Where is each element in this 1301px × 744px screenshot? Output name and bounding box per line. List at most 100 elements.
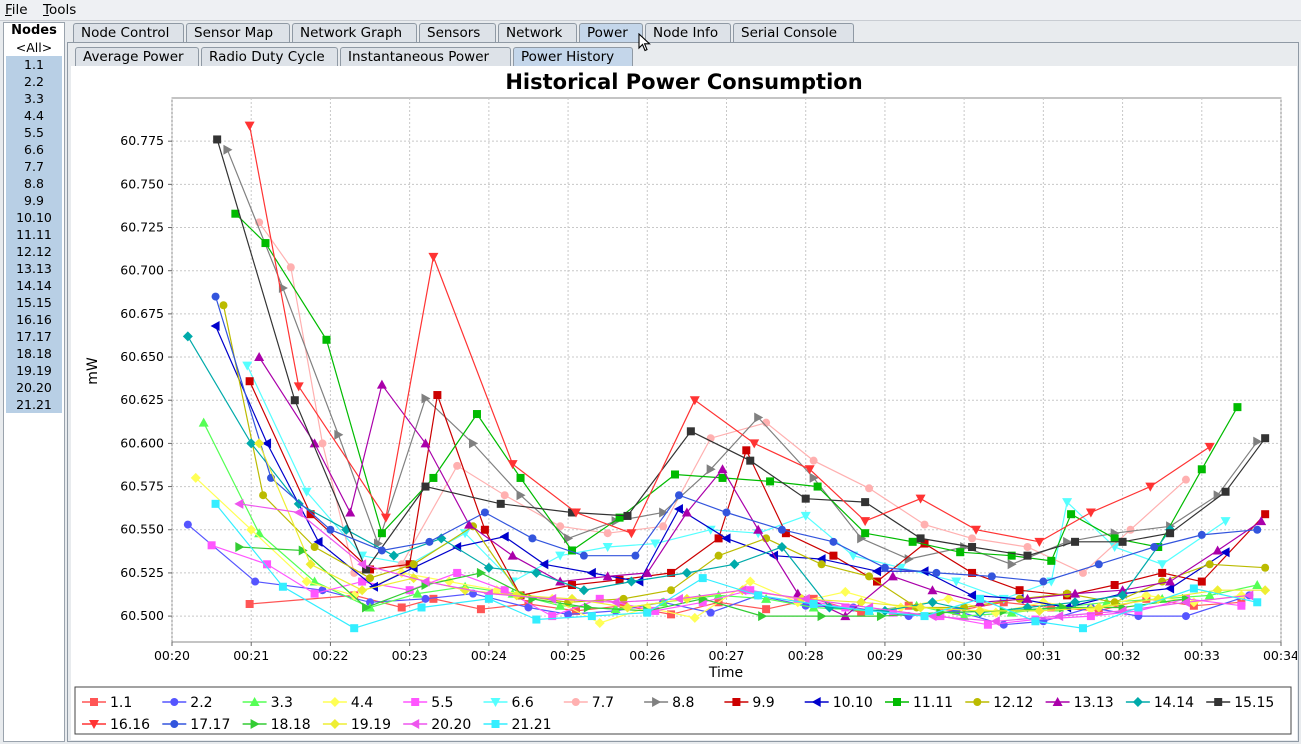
data-point xyxy=(967,590,977,601)
data-point xyxy=(305,559,316,570)
legend-label: 1.1 xyxy=(110,695,132,711)
data-point xyxy=(714,534,723,543)
legend-marker xyxy=(732,698,741,706)
node-item[interactable]: 1.1 xyxy=(6,56,62,73)
data-point xyxy=(547,593,557,604)
data-point xyxy=(436,533,447,544)
tab-node-info[interactable]: Node Info xyxy=(645,23,731,42)
node-item[interactable]: 20.20 xyxy=(6,379,62,396)
tab-sensors[interactable]: Sensors xyxy=(419,23,496,42)
series-line xyxy=(187,524,1250,626)
data-point xyxy=(532,615,541,624)
series-line xyxy=(226,149,1258,565)
data-point xyxy=(1150,543,1159,552)
legend-label: 18.18 xyxy=(271,717,311,733)
node-item[interactable]: 19.19 xyxy=(6,362,62,379)
data-point xyxy=(583,602,593,613)
legend-label: 3.3 xyxy=(271,695,293,711)
legend-label: 12.12 xyxy=(993,695,1033,711)
data-point xyxy=(261,239,270,248)
data-point xyxy=(603,529,612,538)
subtab-radio-duty-cycle[interactable]: Radio Duty Cycle xyxy=(201,47,338,66)
legend-label: 20.20 xyxy=(431,717,471,733)
subtab-instantaneous-power[interactable]: Instantaneous Power xyxy=(340,47,511,66)
data-point xyxy=(362,602,372,613)
node-item[interactable]: 5.5 xyxy=(6,124,62,141)
tab-network-graph[interactable]: Network Graph xyxy=(292,23,417,42)
menu-tools[interactable]: Tools xyxy=(43,2,77,18)
data-point xyxy=(809,456,818,465)
node-item[interactable]: 3.3 xyxy=(6,90,62,107)
y-tick-label: 60.650 xyxy=(120,349,164,364)
data-point xyxy=(564,610,573,619)
legend-marker xyxy=(491,720,500,728)
x-tick-label: 00:24 xyxy=(471,648,507,663)
series-8-8 xyxy=(223,144,1263,570)
node-item[interactable]: 9.9 xyxy=(6,192,62,209)
data-point xyxy=(380,513,391,523)
tab-sensor-map[interactable]: Sensor Map xyxy=(186,23,290,42)
menu-file[interactable]: File xyxy=(5,2,28,18)
data-point xyxy=(915,494,926,504)
data-point xyxy=(366,598,375,607)
node-item[interactable]: 13.13 xyxy=(6,260,62,277)
data-point xyxy=(1165,583,1175,594)
data-point xyxy=(800,593,810,604)
data-point xyxy=(857,533,867,544)
node-item[interactable]: 18.18 xyxy=(6,345,62,362)
data-point xyxy=(286,263,295,272)
node-item[interactable]: 14.14 xyxy=(6,277,62,294)
data-point xyxy=(586,567,596,578)
data-point xyxy=(245,600,254,609)
data-point xyxy=(251,577,260,586)
tab-power[interactable]: Power xyxy=(579,23,643,42)
node-item[interactable]: 16.16 xyxy=(6,311,62,328)
node-item[interactable]: 4.4 xyxy=(6,107,62,124)
data-point xyxy=(568,546,577,555)
data-point xyxy=(1166,529,1175,538)
data-point xyxy=(1261,510,1270,519)
legend-label: 21.21 xyxy=(512,717,552,733)
data-point xyxy=(548,612,557,621)
data-point xyxy=(516,490,526,501)
node-item[interactable]: 10.10 xyxy=(6,209,62,226)
node-item[interactable]: 12.12 xyxy=(6,243,62,260)
data-point xyxy=(1109,543,1120,553)
series-15-15 xyxy=(213,135,1270,574)
node-item[interactable]: 17.17 xyxy=(6,328,62,345)
node-item[interactable]: 7.7 xyxy=(6,158,62,175)
data-point xyxy=(968,568,977,577)
subtab-power-history[interactable]: Power History xyxy=(513,47,633,66)
node-item[interactable]: 21.21 xyxy=(6,396,62,413)
tab-serial-console[interactable]: Serial Console xyxy=(733,23,854,42)
node-item[interactable]: 2.2 xyxy=(6,73,62,90)
data-point xyxy=(234,498,244,509)
data-point xyxy=(472,410,481,419)
data-point xyxy=(306,510,315,519)
data-point xyxy=(804,465,815,475)
data-point xyxy=(951,577,962,587)
node-item[interactable]: 8.8 xyxy=(6,175,62,192)
node-item[interactable]: 15.15 xyxy=(6,294,62,311)
data-point xyxy=(244,121,255,131)
data-point xyxy=(872,566,882,577)
data-point xyxy=(377,546,386,555)
node-item-all[interactable]: <All> xyxy=(6,39,62,56)
data-point xyxy=(674,491,683,500)
tab-network[interactable]: Network xyxy=(498,23,577,42)
data-point xyxy=(643,608,652,617)
data-point xyxy=(263,560,272,569)
node-item[interactable]: 11.11 xyxy=(6,226,62,243)
node-item[interactable]: 6.6 xyxy=(6,141,62,158)
data-point xyxy=(717,464,728,474)
data-point xyxy=(476,605,485,614)
data-point xyxy=(1070,588,1081,598)
legend-marker xyxy=(250,719,260,729)
data-point xyxy=(326,525,335,534)
data-point xyxy=(555,551,566,561)
data-point xyxy=(1237,601,1246,610)
legend-label: 2.2 xyxy=(190,695,212,711)
legend-label: 9.9 xyxy=(752,695,774,711)
subtab-average-power[interactable]: Average Power xyxy=(75,47,199,66)
tab-node-control[interactable]: Node Control xyxy=(73,23,184,42)
